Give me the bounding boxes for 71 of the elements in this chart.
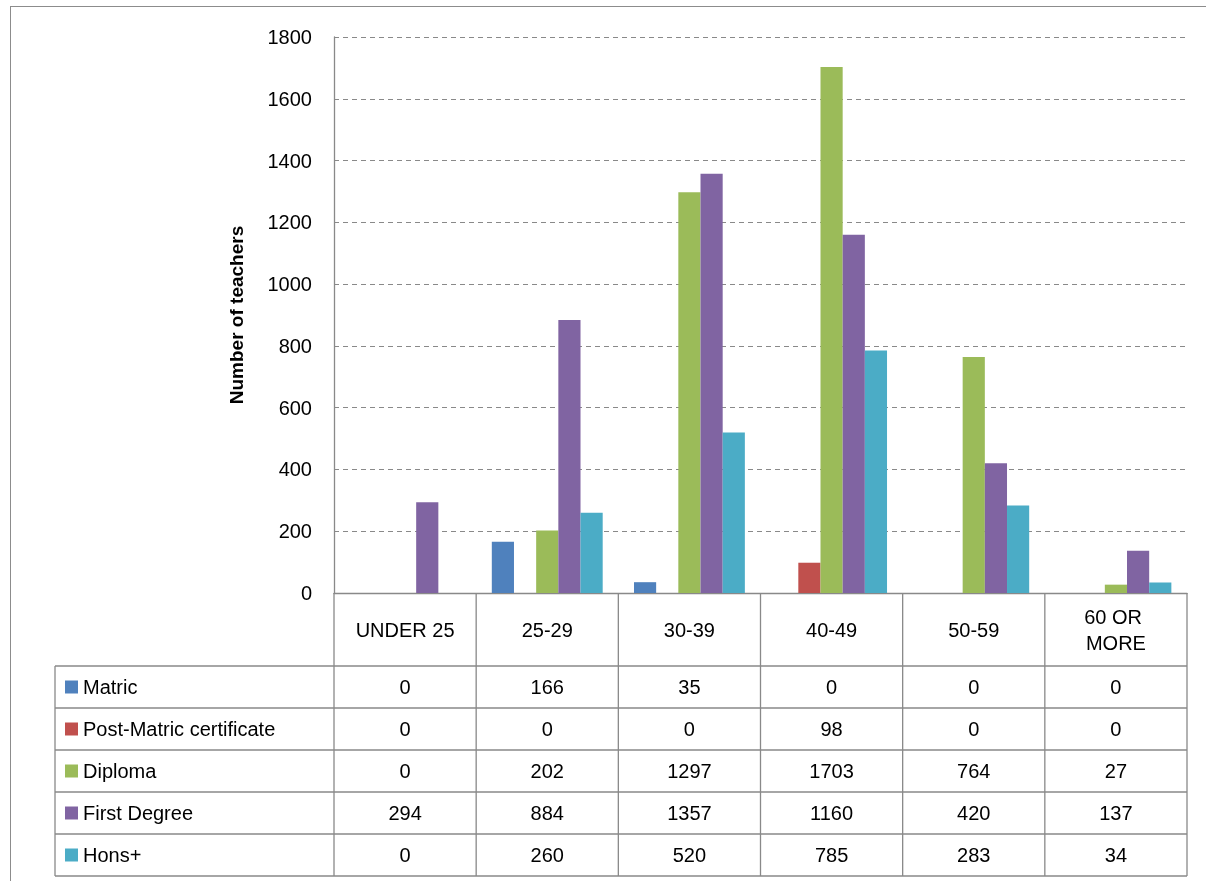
x-tick-label: 50-59	[948, 618, 1000, 641]
data-label: 0	[826, 676, 838, 698]
x-tick-label: 30-39	[663, 618, 715, 641]
bar	[1149, 582, 1172, 593]
data-label: 0	[968, 676, 980, 698]
bar	[1127, 550, 1150, 593]
data-label: 35	[678, 676, 701, 698]
data-label: 785	[814, 844, 849, 866]
data-label: 294	[388, 802, 422, 824]
bar	[1104, 584, 1128, 593]
legend-label: Post-Matric certificate	[83, 718, 276, 740]
bar	[962, 357, 985, 593]
y-axis-title: Number of teachers	[226, 225, 247, 405]
x-tick-label: 60 OR MORE	[1084, 605, 1148, 654]
data-label: 166	[530, 676, 564, 698]
data-label: 34	[1104, 844, 1128, 866]
bar	[842, 234, 865, 593]
legend-label: Hons+	[83, 844, 142, 866]
data-label: 1703	[809, 760, 854, 782]
data-label: 0	[399, 718, 411, 740]
data-label: 0	[399, 760, 411, 782]
y-tick-label: 800	[278, 334, 312, 357]
y-tick-label: 0	[300, 582, 312, 604]
x-tick-label: 25-29	[521, 618, 573, 641]
bar	[864, 350, 888, 593]
y-tick-label: 200	[278, 520, 312, 543]
y-tick-label: 1200	[267, 211, 312, 234]
data-label: 420	[957, 802, 991, 824]
data-label: 202	[530, 760, 564, 782]
legend-label: Matric	[83, 676, 138, 698]
x-tick-label: UNDER 25	[355, 618, 455, 641]
legend-label: Diploma	[83, 760, 158, 782]
x-tick-label: 40-49	[806, 618, 858, 641]
data-label: 764	[957, 760, 991, 782]
bar	[700, 173, 723, 593]
data-label: 0	[541, 718, 553, 740]
data-label: 884	[530, 802, 564, 824]
data-label: 1297	[667, 760, 712, 782]
data-label: 0	[968, 718, 980, 740]
bar	[798, 562, 821, 593]
data-label: 1160	[810, 802, 854, 824]
bar	[633, 582, 657, 593]
bar	[416, 502, 439, 593]
y-tick-label: 600	[278, 396, 312, 419]
data-label: 260	[530, 844, 564, 866]
y-tick-label: 1800	[267, 26, 312, 48]
bar	[558, 319, 581, 593]
bar	[491, 541, 514, 593]
data-label: 1357	[667, 802, 712, 824]
bar	[678, 192, 701, 593]
bar	[1007, 505, 1030, 593]
data-label: 0	[399, 844, 411, 866]
data-label: 0	[1110, 676, 1122, 698]
data-label: 0	[683, 718, 695, 740]
data-label: 283	[957, 844, 991, 866]
bar	[820, 66, 843, 593]
data-label: 520	[672, 844, 707, 866]
y-tick-label: 400	[278, 458, 312, 481]
data-label: 0	[1110, 718, 1122, 740]
bar	[580, 512, 603, 593]
data-label: 98	[820, 718, 843, 740]
data-label: 137	[1099, 802, 1133, 824]
y-tick-label: 1000	[267, 273, 312, 296]
bar	[722, 432, 745, 593]
data-label: 0	[399, 676, 411, 698]
bar	[984, 463, 1008, 593]
data-label: 27	[1104, 760, 1128, 782]
y-tick-label: 1600	[267, 87, 312, 110]
y-tick-label: 1400	[267, 149, 312, 172]
legend-label: First Degree	[83, 802, 194, 824]
bar	[536, 530, 559, 593]
